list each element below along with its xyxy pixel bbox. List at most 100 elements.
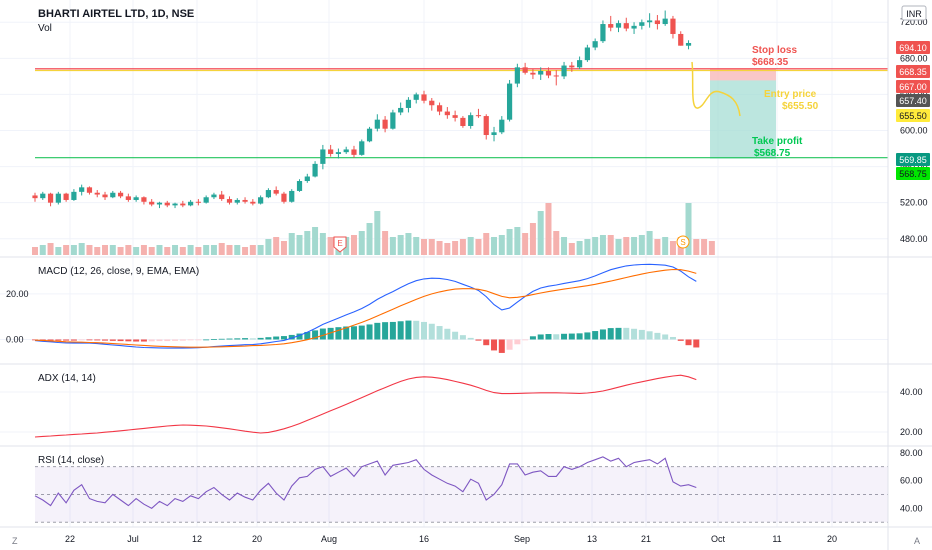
- time-tick-label: 20: [252, 534, 262, 544]
- candle-body: [545, 70, 552, 76]
- auto-scale-button[interactable]: A: [914, 536, 920, 546]
- macd-histogram-bar: [350, 326, 357, 340]
- volume-bar: [382, 231, 389, 255]
- macd-histogram-bar: [312, 330, 319, 340]
- volume-bar: [592, 237, 599, 255]
- candle-body: [79, 187, 85, 192]
- volume-bar: [55, 247, 62, 255]
- candle-body: [110, 192, 116, 198]
- volume-bar: [358, 231, 365, 255]
- candle-body: [374, 119, 380, 129]
- split-marker-shape[interactable]: [676, 235, 690, 249]
- price-tag-label: 568.75: [899, 169, 927, 179]
- zoom-button[interactable]: Z: [12, 536, 18, 546]
- volume-bar: [405, 233, 412, 255]
- candle-body: [273, 190, 279, 194]
- time-tick-label: Oct: [711, 534, 726, 544]
- volume-bar: [701, 239, 708, 255]
- macd-histogram-bar: [319, 328, 326, 340]
- price-tag-label: 569.85: [899, 155, 927, 165]
- candle-body: [335, 152, 342, 154]
- earnings-marker: E: [337, 239, 342, 248]
- macd-histogram-bar: [257, 337, 264, 340]
- price-tick-label: 520.00: [900, 198, 928, 208]
- volume-bar: [693, 239, 700, 255]
- candle-body: [234, 199, 240, 203]
- macd-histogram-bar: [677, 339, 684, 341]
- candle-body: [312, 163, 318, 177]
- candles[interactable]: [32, 10, 692, 209]
- macd-histogram-bar: [102, 339, 109, 341]
- candle-body: [436, 105, 443, 112]
- volume-bar: [545, 203, 552, 255]
- stop-loss-zone[interactable]: [710, 68, 776, 81]
- volume-bar: [483, 233, 490, 255]
- stop-loss-value: $668.35: [752, 57, 789, 68]
- volume-label: Vol: [38, 23, 52, 34]
- volume-bar: [428, 239, 435, 255]
- price-tag-label: 667.00: [899, 82, 927, 92]
- candle-body: [258, 197, 264, 204]
- volume-bar: [631, 237, 638, 255]
- currency-box[interactable]: [901, 5, 927, 21]
- candle-body: [71, 191, 77, 200]
- volume-bar: [78, 243, 85, 255]
- candle-body: [211, 194, 217, 198]
- volume-bar: [459, 239, 466, 255]
- macd-histogram-bar: [47, 339, 54, 341]
- candle-body: [351, 149, 357, 155]
- macd-histogram-bar: [109, 339, 116, 341]
- volume-bar: [568, 243, 575, 255]
- macd-histogram-bar: [63, 339, 70, 341]
- macd-histogram-bar: [607, 328, 614, 340]
- take-profit-value: $568.75: [754, 148, 791, 159]
- price-tag-label: 694.10: [899, 43, 927, 53]
- volume-bar: [109, 245, 116, 255]
- candle-body: [506, 83, 513, 120]
- price-tick-label: 560.00: [900, 162, 928, 172]
- macd-histogram-bar: [421, 321, 427, 340]
- axis-labels: 720.00680.00640.00600.00560.00520.00480.…: [6, 17, 928, 544]
- time-tick-label: 13: [587, 534, 597, 544]
- macd-histogram-bar: [335, 327, 342, 340]
- price-tag-bg: [896, 109, 930, 122]
- macd-histogram-bar: [576, 333, 583, 340]
- volume-bar: [102, 245, 109, 255]
- macd-histogram-bar: [70, 339, 77, 341]
- macd-line: [34, 263, 697, 349]
- price-tag-bg: [896, 167, 930, 180]
- macd-histogram-bar: [234, 338, 241, 340]
- candle-body: [188, 201, 194, 206]
- candle-body: [219, 194, 225, 200]
- candle-body: [491, 132, 497, 136]
- volume-bar: [133, 247, 140, 255]
- volume-bar: [210, 245, 217, 255]
- candle-body: [522, 67, 528, 73]
- volume-bar: [226, 245, 233, 255]
- volume-bar: [319, 233, 326, 255]
- time-tick-label: 20: [827, 534, 837, 544]
- earnings-marker-shape[interactable]: [333, 236, 347, 253]
- candle-body: [608, 24, 614, 28]
- volume-bar: [94, 247, 101, 255]
- macd-histogram-bar: [459, 335, 466, 340]
- volume-bar: [70, 245, 77, 255]
- candle-body: [678, 33, 684, 46]
- candle-body: [304, 176, 310, 182]
- macd-histogram-bar: [615, 327, 622, 340]
- price-tick-label: 720.00: [900, 17, 928, 27]
- macd-histogram-bar: [242, 338, 249, 340]
- take-profit-zone[interactable]: [710, 80, 776, 159]
- price-tick-label: 680.00: [900, 53, 928, 63]
- volume-bar: [327, 237, 334, 255]
- volume-bar: [506, 229, 513, 255]
- candle-body: [600, 24, 606, 42]
- macd-histogram-bar: [133, 339, 140, 342]
- candle-body: [94, 192, 100, 195]
- candle-body: [343, 149, 349, 153]
- macd-histogram-bar: [55, 339, 62, 341]
- candle-body: [265, 190, 271, 198]
- rsi-band: [35, 466, 888, 523]
- currency-label: INR: [906, 9, 922, 19]
